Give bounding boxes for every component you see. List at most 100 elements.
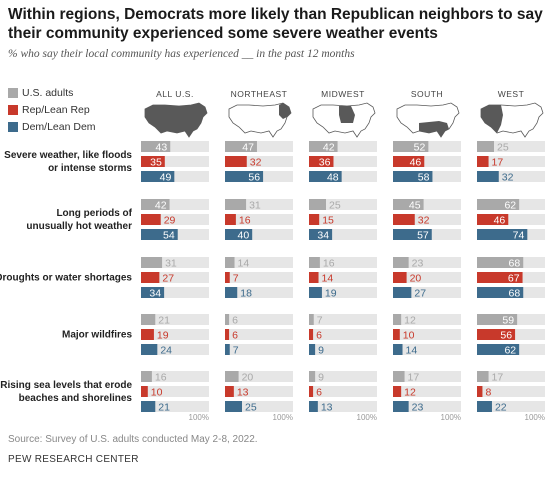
bar-track-2-0-dem <box>141 287 209 298</box>
bar-3-3-dem <box>393 344 403 355</box>
bar-2-2-us <box>309 257 320 268</box>
bar-1-2-rep <box>309 214 320 225</box>
value-label-4-3-rep: 12 <box>404 387 416 399</box>
value-label-1-2-us: 25 <box>329 200 341 212</box>
value-label-2-4-rep: 67 <box>508 273 520 285</box>
bar-3-2-dem <box>309 344 316 355</box>
bar-track-0-0-us <box>141 141 209 152</box>
map-icon-2 <box>312 102 376 138</box>
value-label-0-1-us: 47 <box>242 142 254 154</box>
bar-track-1-0-us <box>141 199 209 210</box>
legend-item-us: U.S. adults <box>8 86 96 100</box>
bar-1-4-us <box>477 199 520 210</box>
map-icon-0 <box>144 102 208 138</box>
bar-track-1-2-dem <box>309 229 377 240</box>
bar-track-0-2-dem <box>309 171 377 182</box>
value-label-1-1-dem: 40 <box>238 230 250 242</box>
bar-track-3-2-rep <box>309 329 377 340</box>
value-label-0-2-dem: 48 <box>327 172 339 184</box>
bar-1-2-dem <box>309 229 333 240</box>
value-label-2-1-dem: 18 <box>240 288 252 300</box>
value-label-0-3-rep: 46 <box>410 157 422 169</box>
bar-0-1-dem <box>225 171 264 182</box>
legend-swatch-us <box>8 88 18 98</box>
value-label-0-1-dem: 56 <box>248 172 260 184</box>
bar-1-1-rep <box>225 214 236 225</box>
value-label-3-0-us: 21 <box>158 315 170 327</box>
bar-track-2-1-us <box>225 257 293 268</box>
bar-track-4-4-rep <box>477 386 545 397</box>
bar-track-0-2-us <box>309 141 377 152</box>
value-label-0-3-us: 52 <box>414 142 426 154</box>
bar-3-1-dem <box>225 344 230 355</box>
bar-0-1-rep <box>225 156 247 167</box>
chart-title: Within regions, Democrats more likely th… <box>8 6 543 42</box>
value-label-2-3-rep: 20 <box>410 273 422 285</box>
row-label-1-0: Long periods of <box>56 208 132 219</box>
bar-2-3-rep <box>393 272 407 283</box>
value-label-2-4-us: 68 <box>509 258 521 270</box>
bar-3-4-rep <box>477 329 516 340</box>
bar-track-3-1-dem <box>225 344 293 355</box>
value-label-3-3-us: 12 <box>404 315 416 327</box>
legend: U.S. adults Rep/Lean Rep Dem/Lean Dem <box>8 86 96 137</box>
value-label-4-2-us: 9 <box>318 372 324 384</box>
bar-track-4-2-dem <box>309 401 377 412</box>
bar-0-3-rep <box>393 156 425 167</box>
value-label-0-0-us: 43 <box>156 142 168 154</box>
value-label-2-3-dem: 27 <box>414 288 426 300</box>
bar-4-0-dem <box>141 401 156 412</box>
value-label-4-0-us: 16 <box>155 372 167 384</box>
bar-track-4-2-us <box>309 371 377 382</box>
bar-3-2-rep <box>309 329 314 340</box>
value-label-3-1-dem: 7 <box>233 345 239 357</box>
bar-track-0-4-us <box>477 141 545 152</box>
value-label-2-1-rep: 7 <box>233 273 239 285</box>
value-label-1-4-us: 62 <box>504 200 516 212</box>
bar-track-1-4-rep <box>477 214 545 225</box>
value-label-3-0-rep: 19 <box>157 330 169 342</box>
value-label-1-3-us: 45 <box>409 200 421 212</box>
value-label-0-3-dem: 58 <box>418 172 430 184</box>
bar-track-2-3-dem <box>393 287 461 298</box>
bar-track-0-3-rep <box>393 156 461 167</box>
legend-swatch-dem <box>8 122 18 132</box>
value-label-1-2-rep: 15 <box>322 215 334 227</box>
bar-2-4-dem <box>477 287 524 298</box>
value-label-0-2-rep: 36 <box>319 157 331 169</box>
bar-3-0-us <box>141 314 156 325</box>
region-label-2: MIDWEST <box>321 89 365 99</box>
value-label-1-3-dem: 57 <box>417 230 429 242</box>
row-label-4-0: Rising sea levels that erode <box>0 380 132 391</box>
bar-0-2-rep <box>309 156 334 167</box>
bar-track-4-2-rep <box>309 386 377 397</box>
bar-1-3-us <box>393 199 424 210</box>
value-label-3-2-dem: 9 <box>318 345 324 357</box>
bar-track-3-0-rep <box>141 329 209 340</box>
bar-4-3-dem <box>393 401 409 412</box>
region-label-1: NORTHEAST <box>231 89 288 99</box>
bar-track-3-1-rep <box>225 329 293 340</box>
map-outline-0 <box>144 102 208 138</box>
bar-track-4-4-us <box>477 371 545 382</box>
value-label-1-0-rep: 29 <box>164 215 176 227</box>
value-label-4-1-rep: 13 <box>237 387 249 399</box>
bar-track-3-2-dem <box>309 344 377 355</box>
bar-track-4-4-dem <box>477 401 545 412</box>
map-region-2 <box>339 106 355 123</box>
value-label-3-3-dem: 14 <box>406 345 418 357</box>
bar-track-3-2-us <box>309 314 377 325</box>
bar-0-0-rep <box>141 156 165 167</box>
bar-track-4-1-us <box>225 371 293 382</box>
axis-end-label-0: 100% <box>189 413 209 422</box>
bar-4-1-dem <box>225 401 242 412</box>
row-label-2-0: Droughts or water shortages <box>0 273 132 284</box>
value-label-1-1-rep: 16 <box>239 215 251 227</box>
value-label-0-1-rep: 32 <box>250 157 262 169</box>
bar-2-2-rep <box>309 272 319 283</box>
bar-4-4-rep <box>477 386 483 397</box>
bar-track-3-3-us <box>393 314 461 325</box>
value-label-2-0-rep: 27 <box>162 273 174 285</box>
value-label-1-1-us: 31 <box>249 200 261 212</box>
region-label-4: WEST <box>498 89 525 99</box>
